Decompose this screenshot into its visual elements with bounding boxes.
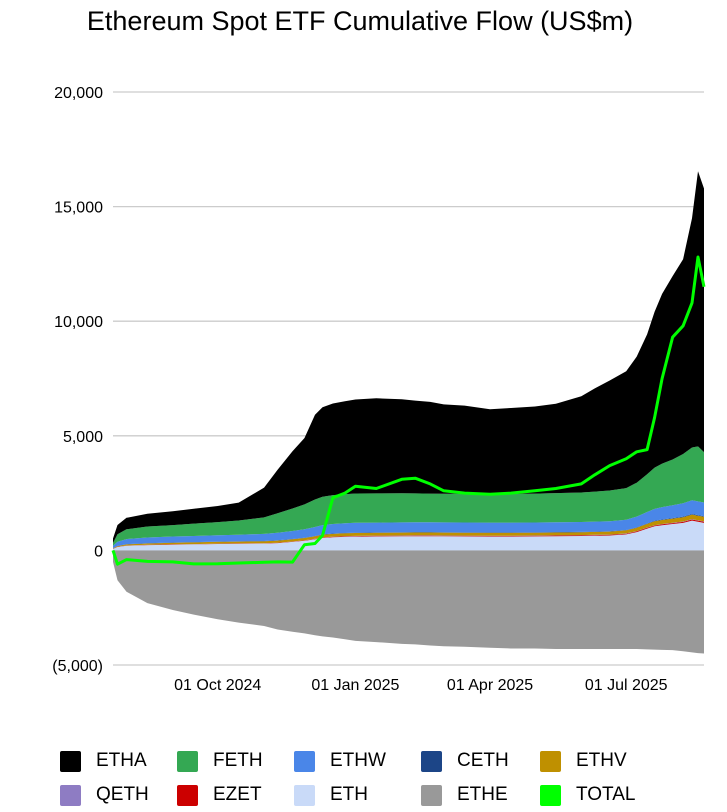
legend-item-ceth: CETH [421, 750, 509, 772]
legend-label: ETHA [96, 750, 147, 771]
legend-swatch [540, 784, 561, 806]
legend-swatch [540, 750, 561, 772]
legend-item-feth: FETH [177, 750, 263, 772]
chart-area: (5,000) 0 5,000 10,000 15,000 20,000 01 Oct 20… [52, 85, 706, 694]
legend-item-ethw: ETHW [294, 750, 386, 772]
stacked-areas [113, 171, 704, 654]
legend-label: ETHW [330, 750, 386, 771]
x-tick-label: 01 Jan 2025 [311, 677, 399, 694]
area-ethe [113, 550, 704, 654]
y-tick-label: 20,000 [54, 85, 103, 102]
legend-label: FETH [213, 750, 263, 771]
legend-row: QETH EZET ETH ETHE TOTAL [60, 778, 700, 812]
legend-item-ethv: ETHV [540, 750, 627, 772]
legend: ETHA FETH ETHW CETH ETHV QETH EZET ETH ETHE TOTAL [60, 744, 700, 812]
y-tick-label: 0 [94, 543, 103, 560]
legend-swatch [177, 750, 198, 772]
total-line-layer [111, 255, 706, 566]
legend-swatch [421, 750, 442, 772]
chart-title: Ethereum Spot ETF Cumulative Flow (US$m) [86, 6, 634, 36]
legend-label: ETHE [457, 784, 508, 805]
x-tick-label: 01 Jul 2025 [585, 677, 668, 694]
legend-label: ETH [330, 784, 368, 805]
y-tick-label: 15,000 [54, 200, 103, 217]
legend-swatch [60, 784, 81, 806]
x-tick-label: 01 Apr 2025 [447, 677, 533, 694]
legend-item-ezet: EZET [177, 784, 262, 806]
area-etha [113, 171, 704, 544]
legend-label: TOTAL [576, 784, 636, 805]
legend-item-qeth: QETH [60, 784, 149, 806]
legend-swatch [294, 784, 315, 806]
legend-swatch [60, 750, 81, 772]
legend-label: QETH [96, 784, 149, 805]
y-tick-label: (5,000) [52, 658, 103, 675]
legend-swatch [177, 784, 198, 806]
legend-label: EZET [213, 784, 262, 805]
area-feth [113, 446, 704, 546]
legend-swatch [421, 784, 442, 806]
legend-item-eth: ETH [294, 784, 368, 806]
area-eth [113, 520, 704, 551]
legend-item-ethe: ETHE [421, 784, 508, 806]
legend-item-etha: ETHA [60, 750, 147, 772]
y-tick-label: 5,000 [63, 429, 103, 446]
legend-label: ETHV [576, 750, 627, 771]
legend-item-total: TOTAL [540, 784, 635, 806]
legend-row: ETHA FETH ETHW CETH ETHV [60, 744, 700, 778]
area-ethw [113, 500, 704, 549]
legend-label: CETH [457, 750, 509, 771]
legend-swatch [294, 750, 315, 772]
total-line [111, 255, 706, 566]
axes: (5,000) 0 5,000 10,000 15,000 20,000 01 Oct 20… [52, 85, 667, 694]
y-tick-label: 10,000 [54, 314, 103, 331]
x-tick-label: 01 Oct 2024 [174, 677, 261, 694]
